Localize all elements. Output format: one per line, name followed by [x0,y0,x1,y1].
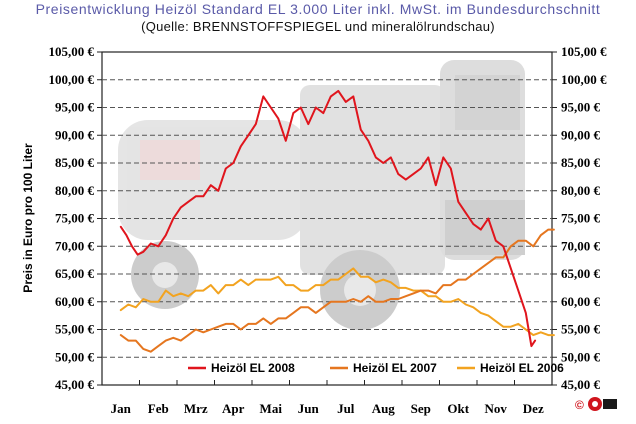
y-tick-label: 65,00 € [55,266,95,281]
y-tick-label-right: 45,00 € [561,377,601,392]
y-tick-label-right: 105,00 € [561,44,607,59]
copyright-symbol: © [575,398,584,412]
y-tick-label: 95,00 € [55,100,95,115]
y-tick-label: 100,00 € [49,72,95,87]
y-axis-left: 45,00 € 50,00 € 55,00 € 60,00 € 65,00 € 70,00… [49,44,102,392]
y-tick-label: 50,00 € [55,349,95,364]
y-tick-label-right: 100,00 € [561,72,607,87]
x-tick-label: Jan [111,401,132,416]
y-tick-label: 105,00 € [49,44,95,59]
y-tick-label: 55,00 € [55,322,95,337]
chart-title: Preisentwicklung Heizöl Standard EL 3.00… [36,1,601,17]
x-tick-label: Okt [447,401,469,416]
x-tick-label: Mrz [184,401,208,416]
y-tick-label-right: 60,00 € [561,294,601,309]
y-axis-label: Preis in Euro pro 100 Liter [21,143,35,293]
y-tick-label: 45,00 € [55,377,95,392]
y-tick-label-right: 95,00 € [561,100,601,115]
x-tick-label: Jul [337,401,355,416]
x-tick-label: Sep [411,401,431,416]
background-truck-image [118,60,525,330]
x-tick-label: Feb [148,401,169,416]
y-tick-label: 80,00 € [55,183,95,198]
y-tick-label-right: 75,00 € [561,211,601,226]
y-tick-label-right: 65,00 € [561,266,601,281]
series-line-2007 [119,228,555,353]
legend-label: Heizöl EL 2008 [211,361,295,375]
x-tick-label: Apr [222,401,245,416]
series-line-2006 [119,267,555,337]
y-tick-label-right: 70,00 € [561,238,601,253]
x-axis: Jan Feb Mrz Apr Mai Jun Jul Aug Sep Okt Nov Dez [111,380,544,416]
y-tick-label-right: 50,00 € [561,349,601,364]
y-tick-label: 70,00 € [55,238,95,253]
series-group [119,89,555,353]
x-tick-label: Jun [298,401,320,416]
y-tick-label: 60,00 € [55,294,95,309]
x-tick-label: Mai [260,401,283,416]
y-tick-label: 85,00 € [55,155,95,170]
legend: Heizöl EL 2008 Heizöl EL 2007 Heizöl EL 20… [188,361,564,375]
series-line-2008 [119,89,537,348]
logo-icon [588,397,617,411]
legend-label: Heizöl EL 2007 [353,361,437,375]
y-tick-label: 75,00 € [55,211,95,226]
y-tick-label-right: 85,00 € [561,155,601,170]
x-tick-label: Dez [523,401,544,416]
y-tick-label: 90,00 € [55,127,95,142]
x-tick-label: Nov [485,401,508,416]
grid [102,79,552,358]
x-tick-label: Aug [372,401,396,416]
chart-subtitle: (Quelle: BRENNSTOFFSPIEGEL und mineralöl… [141,19,495,34]
y-tick-label-right: 90,00 € [561,127,601,142]
y-tick-label-right: 80,00 € [561,183,601,198]
y-axis-right: 45,00 € 50,00 € 55,00 € 60,00 € 65,00 € 70,00… [552,44,607,392]
y-tick-label-right: 55,00 € [561,322,601,337]
legend-label: Heizöl EL 2006 [480,361,564,375]
